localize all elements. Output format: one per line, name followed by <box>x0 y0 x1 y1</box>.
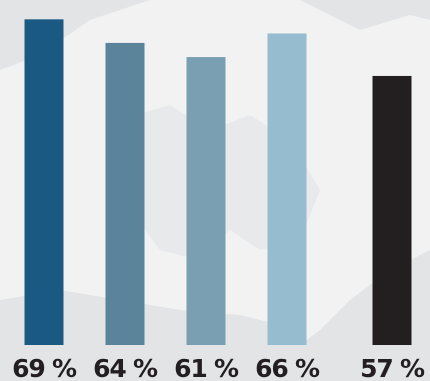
bar-2 <box>105 42 145 346</box>
bar-5 <box>372 75 412 346</box>
value-label-5: 57 % <box>360 354 425 381</box>
bar-4 <box>267 33 307 345</box>
value-label-4: 66 % <box>255 354 320 381</box>
value-label-1: 69 % <box>12 354 77 381</box>
value-labels-group: 69 % 64 % 61 % 66 % 57 % <box>12 354 426 381</box>
bar-1 <box>24 19 64 345</box>
value-label-2: 64 % <box>93 354 158 381</box>
value-label-3: 61 % <box>174 354 239 381</box>
bars-group <box>24 19 412 346</box>
bar-3 <box>186 57 226 345</box>
